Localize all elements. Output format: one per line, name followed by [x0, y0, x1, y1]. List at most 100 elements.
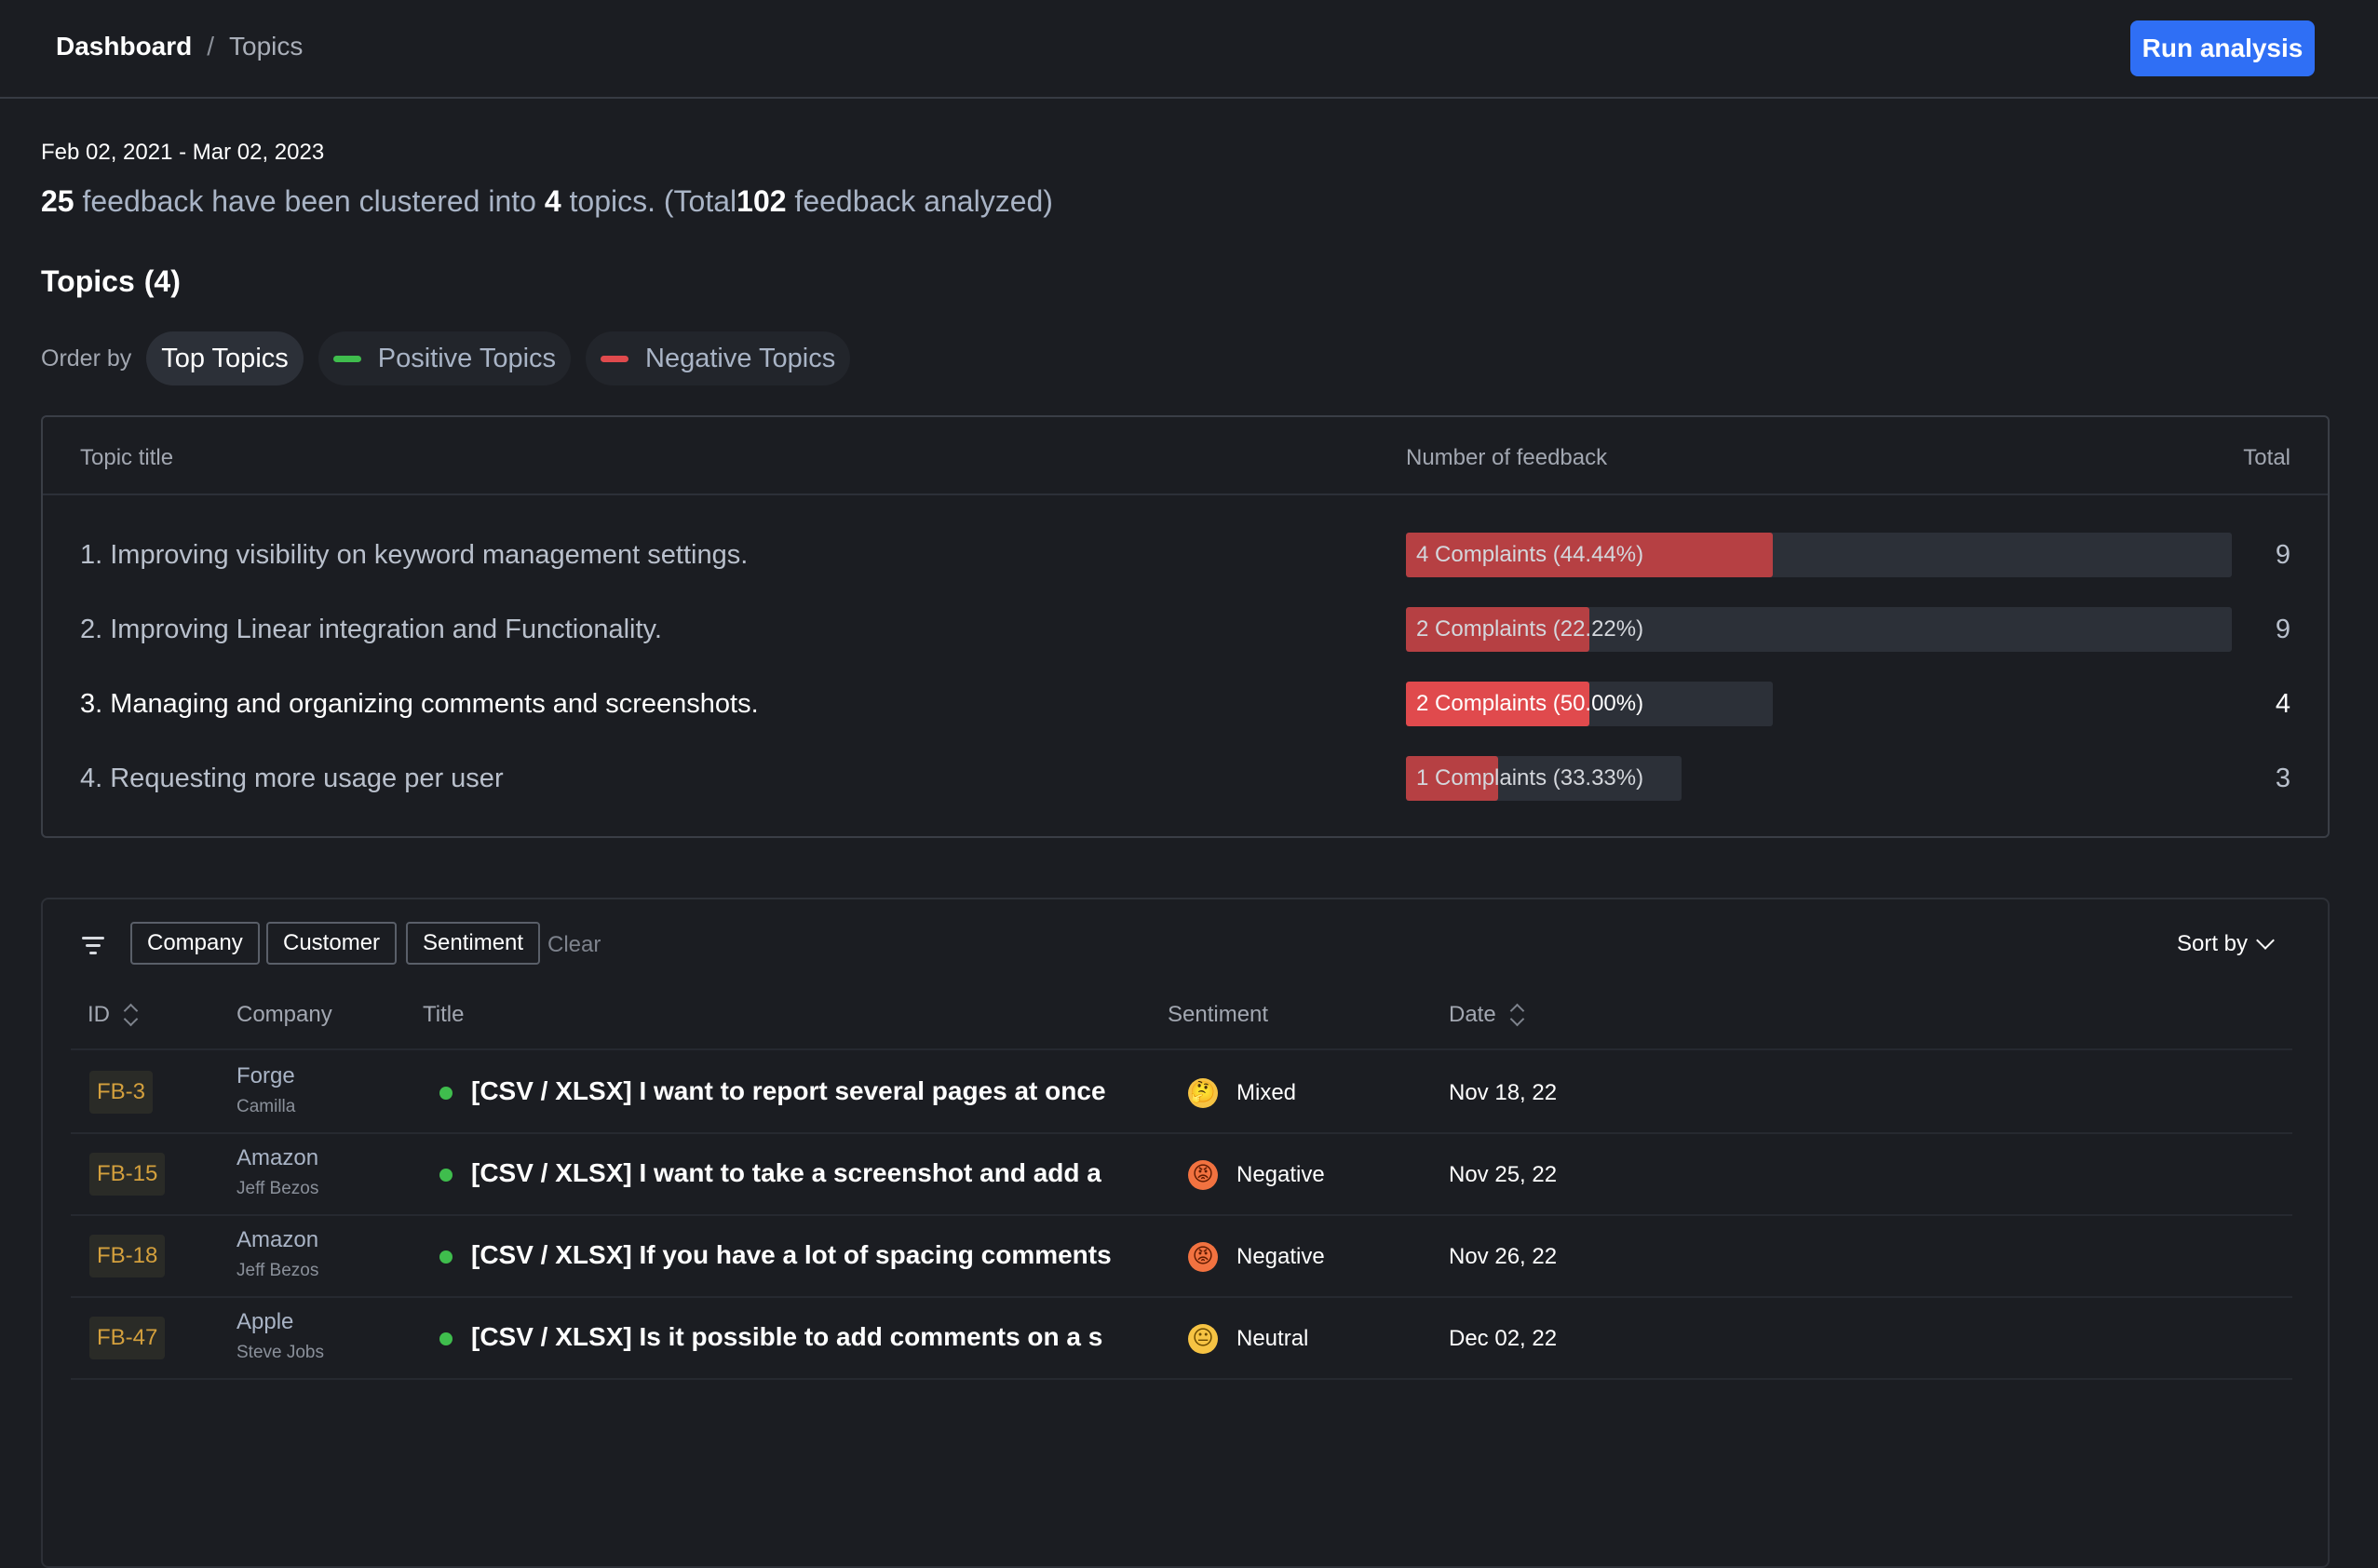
sort-icon[interactable]: [1509, 1003, 1524, 1027]
customer-name: Camilla: [236, 1097, 296, 1116]
summary-text-a: feedback have been clustered into: [82, 184, 536, 218]
company-name: Amazon: [236, 1145, 319, 1170]
divider: [71, 1132, 2292, 1134]
angry-face-icon: 😡: [1188, 1242, 1218, 1272]
column-id[interactable]: ID: [88, 1002, 138, 1028]
divider: [71, 1378, 2292, 1380]
topic-row[interactable]: 4. Requesting more usage per user 1 Comp…: [43, 756, 2328, 803]
complaints-label: 2 Complaints (22.22%): [1416, 616, 1644, 642]
order-option-label: Negative Topics: [645, 343, 836, 373]
run-analysis-button[interactable]: Run analysis: [2130, 20, 2315, 76]
order-top-topics[interactable]: Top Topics: [146, 331, 304, 385]
feedback-date: Nov 25, 22: [1449, 1162, 1558, 1187]
sentiment-label: Negative: [1236, 1244, 1325, 1269]
breadcrumb-separator: /: [207, 32, 215, 61]
column-sentiment: Sentiment: [1168, 1002, 1268, 1028]
breadcrumb: Dashboard / Topics: [56, 32, 303, 61]
divider: [43, 493, 2328, 495]
column-id-label: ID: [88, 1002, 110, 1027]
feedback-title[interactable]: [CSV / XLSX] Is it possible to add comme…: [471, 1322, 1103, 1351]
feedback-bar: 2 Complaints (22.22%): [1406, 607, 2232, 652]
status-dot-icon: [439, 1250, 453, 1264]
topics-heading-count: (4): [143, 264, 181, 298]
column-date-label: Date: [1449, 1002, 1496, 1027]
topic-total: 9: [2275, 540, 2290, 570]
order-option-label: Positive Topics: [377, 343, 557, 373]
status-dot-icon: [439, 1169, 453, 1182]
column-title: Title: [423, 1002, 464, 1028]
topic-title: 3. Managing and organizing comments and …: [80, 689, 759, 719]
table-row[interactable]: FB-3 Forge Camilla [CSV / XLSX] I want t…: [43, 1050, 2328, 1132]
summary-text-b: topics. (Total: [569, 184, 737, 218]
topic-total: 9: [2275, 615, 2290, 644]
sort-by-label: Sort by: [2177, 931, 2249, 956]
table-row[interactable]: FB-18 Amazon Jeff Bezos [CSV / XLSX] If …: [43, 1214, 2328, 1296]
company-name: Amazon: [236, 1227, 319, 1252]
header-topic-title: Topic title: [80, 445, 174, 470]
feedback-title[interactable]: [CSV / XLSX] I want to take a screenshot…: [471, 1158, 1101, 1187]
divider: [71, 1214, 2292, 1216]
feedback-title[interactable]: [CSV / XLSX] If you have a lot of spacin…: [471, 1240, 1112, 1269]
topic-total: 4: [2275, 689, 2290, 719]
negative-dash-icon: [601, 355, 629, 362]
customer-name: Steve Jobs: [236, 1343, 324, 1362]
filter-company-button[interactable]: Company: [130, 922, 260, 965]
sentiment-label: Mixed: [1236, 1080, 1297, 1105]
summary-text: 25 feedback have been clustered into 4 t…: [41, 184, 1053, 219]
customer-name: Jeff Bezos: [236, 1261, 319, 1280]
feedback-date: Nov 18, 22: [1449, 1080, 1558, 1105]
feedback-date: Dec 02, 22: [1449, 1326, 1558, 1351]
feedback-table-card: Company Customer Sentiment Clear Sort by…: [41, 898, 2330, 1568]
complaints-label: 4 Complaints (44.44%): [1416, 542, 1644, 567]
breadcrumb-current: Topics: [229, 32, 304, 61]
feedback-id-badge[interactable]: FB-15: [89, 1153, 166, 1196]
topic-title: 2. Improving Linear integration and Func…: [80, 615, 662, 644]
feedback-date: Nov 26, 22: [1449, 1244, 1558, 1269]
customer-name: Jeff Bezos: [236, 1179, 319, 1198]
positive-dash-icon: [332, 355, 361, 362]
clear-filters-link[interactable]: Clear: [547, 932, 601, 957]
topic-row[interactable]: 3. Managing and organizing comments and …: [43, 682, 2328, 728]
filter-sentiment-button[interactable]: Sentiment: [406, 922, 541, 965]
column-date[interactable]: Date: [1449, 1002, 1524, 1028]
feedback-title[interactable]: [CSV / XLSX] I want to report several pa…: [471, 1076, 1106, 1105]
breadcrumb-dashboard-link[interactable]: Dashboard: [56, 32, 193, 61]
order-negative-topics[interactable]: Negative Topics: [586, 331, 851, 385]
topic-title: 4. Requesting more usage per user: [80, 764, 504, 793]
complaints-label: 1 Complaints (33.33%): [1416, 765, 1644, 791]
neutral-face-icon: 😐: [1188, 1324, 1218, 1354]
complaints-bar-fill: [1406, 682, 1589, 726]
topic-row[interactable]: 2. Improving Linear integration and Func…: [43, 607, 2328, 654]
feedback-id-badge[interactable]: FB-18: [89, 1235, 166, 1277]
feedback-bar: 4 Complaints (44.44%): [1406, 533, 2232, 577]
filter-customer-button[interactable]: Customer: [266, 922, 398, 965]
order-positive-topics[interactable]: Positive Topics: [318, 331, 572, 385]
filter-icon[interactable]: [82, 937, 104, 955]
order-by-label: Order by: [41, 345, 132, 372]
sort-by-button[interactable]: Sort by: [2177, 931, 2275, 957]
complaints-label: 2 Complaints (50.00%): [1416, 691, 1644, 716]
topic-title: 1. Improving visibility on keyword manag…: [80, 540, 749, 570]
feedback-id-badge[interactable]: FB-3: [89, 1071, 154, 1114]
sentiment-label: Neutral: [1236, 1326, 1309, 1351]
column-company: Company: [236, 1002, 332, 1028]
chevron-down-icon: [2256, 931, 2275, 950]
column-title-label: Title: [423, 1002, 465, 1027]
sentiment-label: Negative: [1236, 1162, 1325, 1187]
thinking-face-icon: 🤔: [1188, 1078, 1218, 1108]
topic-row[interactable]: 1. Improving visibility on keyword manag…: [43, 533, 2328, 579]
feedback-id-badge[interactable]: FB-47: [89, 1317, 166, 1359]
sort-icon[interactable]: [123, 1003, 138, 1027]
topic-count: 4: [544, 184, 561, 218]
table-row[interactable]: FB-47 Apple Steve Jobs [CSV / XLSX] Is i…: [43, 1296, 2328, 1378]
column-company-label: Company: [236, 1002, 332, 1027]
company-name: Forge: [236, 1063, 295, 1088]
topics-heading: Topics (4): [41, 264, 181, 299]
divider: [71, 1048, 2292, 1050]
order-by-group: Order by Top Topics Positive Topics Nega…: [41, 331, 865, 385]
angry-face-icon: 😡: [1188, 1160, 1218, 1190]
status-dot-icon: [439, 1087, 453, 1100]
complaints-bar-fill: [1406, 533, 1773, 577]
table-row[interactable]: FB-15 Amazon Jeff Bezos [CSV / XLSX] I w…: [43, 1132, 2328, 1214]
clustered-count: 25: [41, 184, 74, 218]
